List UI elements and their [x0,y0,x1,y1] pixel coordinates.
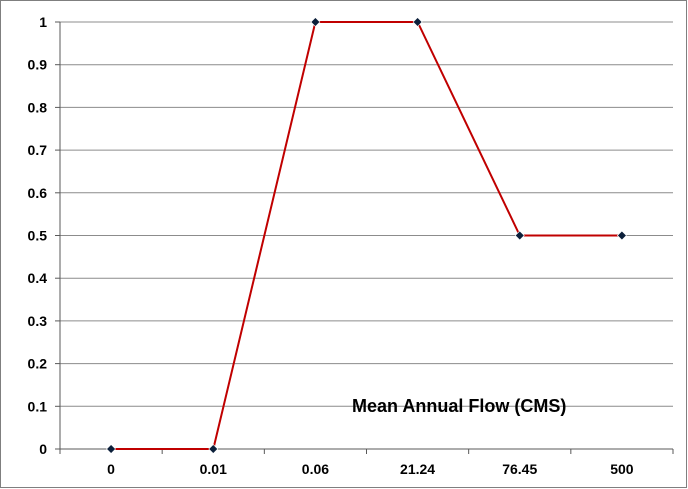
x-tick-label: 0.01 [200,461,227,477]
gridlines [60,21,673,407]
y-tick-label: 0.5 [28,228,48,244]
y-tick-label: 0.9 [28,57,48,73]
y-tick-label: 0.2 [28,356,48,372]
y-tick-label: 0.4 [28,270,48,286]
series-group [106,17,627,454]
data-point [616,230,627,241]
x-tick-label: 21.24 [400,461,435,477]
data-point [310,17,321,27]
x-tick-label: 0.06 [302,461,329,477]
y-tick-label: 0 [39,441,47,457]
x-tick-label: 500 [610,461,634,477]
chart-annotation: Mean Annual Flow (CMS) [352,396,566,416]
y-tick-label: 0.7 [28,142,48,158]
y-tick-label: 0.1 [28,398,48,414]
y-tick-label: 1 [39,14,47,30]
y-tick-label: 0.3 [28,313,48,329]
data-point [412,17,423,27]
data-point [106,444,117,454]
data-point [208,444,219,454]
x-tick-label: 76.45 [502,461,537,477]
y-tick-labels: 0 0.1 0.2 0.3 0.4 0.5 0.6 0.7 0.8 0.9 1 [28,14,48,457]
axes [55,21,674,454]
series-line [111,21,622,450]
x-tick-labels: 0 0.01 0.06 21.24 76.45 500 [107,461,634,477]
data-point [514,230,525,241]
y-tick-label: 0.6 [28,185,48,201]
x-tick-label: 0 [107,461,115,477]
y-tick-label: 0.8 [28,99,48,115]
